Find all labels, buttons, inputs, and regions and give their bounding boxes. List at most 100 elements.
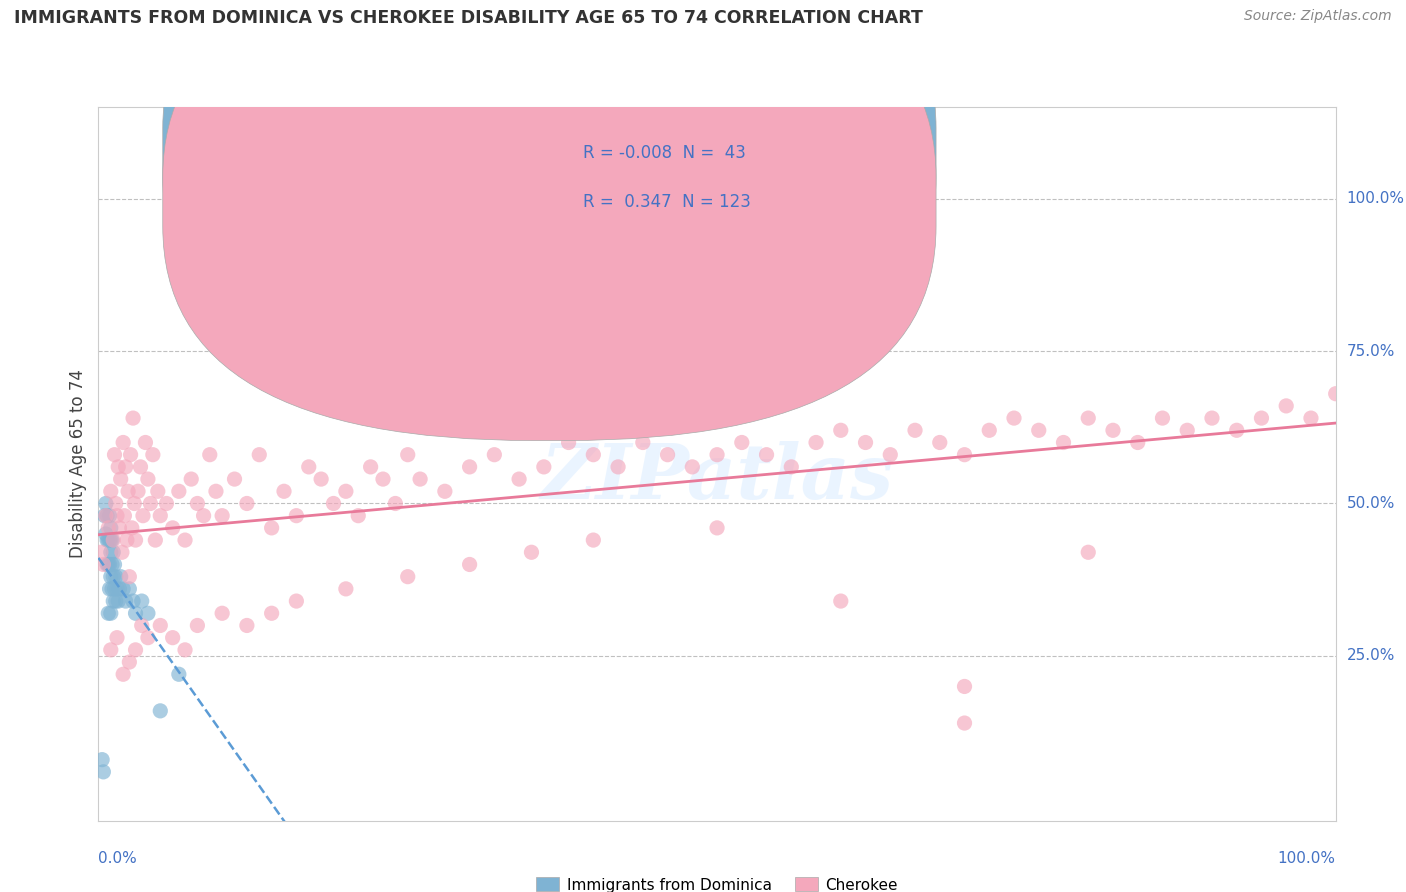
Point: [1077, 411, 1099, 425]
Point: [409, 472, 432, 486]
Point: [122, 594, 145, 608]
Point: [1324, 386, 1347, 401]
Point: [186, 618, 208, 632]
Point: [1299, 411, 1322, 425]
Point: [396, 569, 419, 583]
Text: 50.0%: 50.0%: [1347, 496, 1395, 511]
Point: [100, 484, 122, 499]
Point: [879, 448, 901, 462]
Point: [706, 448, 728, 462]
Point: [731, 435, 754, 450]
Point: [94, 508, 117, 523]
Point: [100, 569, 122, 583]
Point: [1077, 545, 1099, 559]
Point: [1275, 399, 1298, 413]
Point: [143, 533, 166, 547]
Point: [657, 448, 679, 462]
Point: [211, 607, 233, 621]
Point: [236, 618, 259, 632]
Point: [117, 484, 139, 499]
Point: [582, 533, 605, 547]
Point: [136, 607, 159, 621]
Point: [115, 533, 138, 547]
Point: [979, 423, 1001, 437]
Point: [139, 496, 162, 510]
Point: [360, 459, 382, 474]
Point: [174, 533, 197, 547]
Point: [100, 545, 122, 559]
Point: [855, 435, 877, 450]
Point: [533, 459, 555, 474]
Point: [104, 594, 127, 608]
Text: ZIPatlas: ZIPatlas: [540, 442, 894, 515]
Point: [103, 448, 125, 462]
Point: [103, 582, 125, 596]
Point: [91, 753, 114, 767]
Text: IMMIGRANTS FROM DOMINICA VS CHEROKEE DISABILITY AGE 65 TO 74 CORRELATION CHART: IMMIGRANTS FROM DOMINICA VS CHEROKEE DIS…: [14, 9, 922, 27]
FancyBboxPatch shape: [501, 111, 884, 239]
Point: [96, 533, 118, 547]
Point: [124, 496, 146, 510]
Point: [582, 448, 605, 462]
Point: [103, 558, 125, 572]
Point: [224, 472, 246, 486]
Point: [100, 643, 122, 657]
Point: [111, 545, 134, 559]
Point: [681, 459, 703, 474]
Text: R =  0.347  N = 123: R = 0.347 N = 123: [583, 193, 751, 211]
Point: [105, 631, 128, 645]
Point: [953, 680, 976, 694]
Point: [162, 631, 184, 645]
Point: [110, 569, 132, 583]
Point: [114, 459, 136, 474]
Point: [103, 569, 125, 583]
Point: [174, 643, 197, 657]
Point: [127, 484, 149, 499]
Point: [155, 496, 177, 510]
Point: [804, 435, 827, 450]
Point: [706, 362, 728, 376]
Point: [131, 594, 153, 608]
Point: [384, 496, 406, 510]
Point: [149, 508, 172, 523]
Point: [1226, 423, 1249, 437]
Text: 100.0%: 100.0%: [1278, 851, 1336, 866]
Point: [93, 508, 115, 523]
Point: [129, 459, 152, 474]
Point: [755, 448, 778, 462]
Point: [98, 508, 121, 523]
Point: [1102, 423, 1125, 437]
Point: [1126, 435, 1149, 450]
Point: [928, 435, 950, 450]
Point: [101, 533, 124, 547]
Point: [136, 631, 159, 645]
Point: [103, 533, 125, 547]
Point: [104, 569, 127, 583]
Point: [260, 521, 283, 535]
Point: [285, 508, 308, 523]
Point: [107, 459, 129, 474]
Point: [631, 435, 654, 450]
Point: [205, 484, 228, 499]
Point: [112, 435, 135, 450]
Point: [186, 496, 208, 510]
Point: [247, 448, 270, 462]
Point: [124, 607, 146, 621]
Point: [1152, 411, 1174, 425]
Point: [90, 545, 112, 559]
Point: [458, 558, 481, 572]
Point: [97, 607, 120, 621]
Point: [142, 448, 165, 462]
Point: [167, 484, 190, 499]
Point: [94, 496, 117, 510]
Point: [211, 508, 233, 523]
FancyBboxPatch shape: [163, 0, 936, 392]
Point: [322, 496, 344, 510]
Point: [953, 448, 976, 462]
Point: [198, 448, 221, 462]
Point: [335, 484, 357, 499]
Point: [433, 484, 456, 499]
Point: [458, 459, 481, 474]
Point: [101, 558, 124, 572]
Point: [347, 508, 370, 523]
